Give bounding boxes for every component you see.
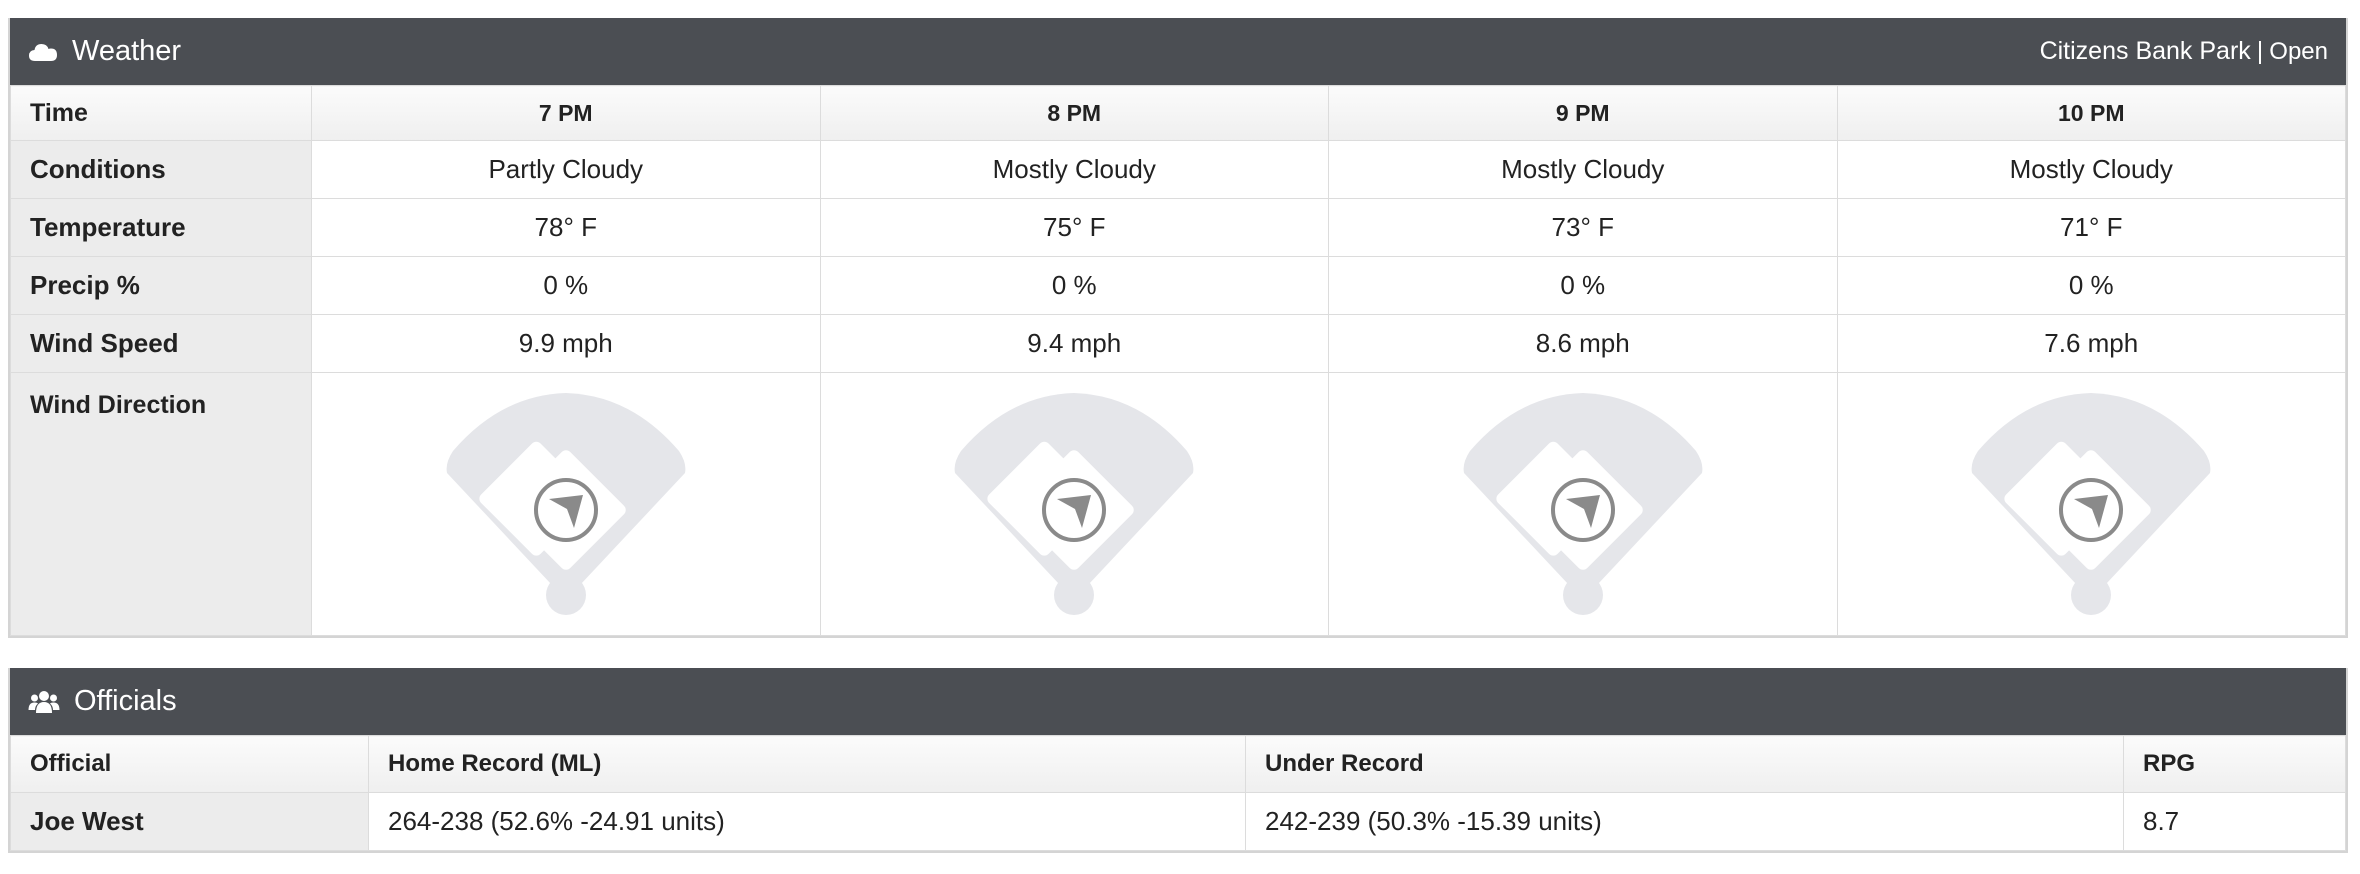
officials-panel: Officials Official Home Record (ML) Unde… <box>8 668 2348 853</box>
precip-cell: 0 % <box>819 256 1329 315</box>
officials-title-text: Officials <box>74 685 177 717</box>
wind-speed-cell: 9.9 mph <box>311 314 821 373</box>
temperature-cell: 71° F <box>1836 198 2346 257</box>
roof-status: Open <box>2269 38 2328 65</box>
weather-title: Weather <box>28 35 181 68</box>
under-record-cell: 242-239 (50.3% -15.39 units) <box>1245 792 2124 851</box>
conditions-row: Conditions Partly Cloudy Mostly Cloudy M… <box>10 140 2346 199</box>
conditions-cell: Mostly Cloudy <box>1836 140 2346 199</box>
hour-header: 9 PM <box>1328 85 1838 141</box>
precip-cell: 0 % <box>311 256 821 315</box>
home-record-cell: 264-238 (52.6% -24.91 units) <box>368 792 1246 851</box>
precip-row: Precip % 0 % 0 % 0 % 0 % <box>10 256 2346 315</box>
hour-header: 10 PM <box>1836 85 2346 141</box>
temperature-cell: 78° F <box>311 198 821 257</box>
temperature-label: Temperature <box>10 198 312 257</box>
wind-direction-cell <box>311 372 821 636</box>
cloud-icon <box>28 41 58 63</box>
weather-table: Time 7 PM 8 PM 9 PM 10 PM Conditions Par… <box>10 85 2346 636</box>
weather-panel: Weather Citizens Bank Park | Open Time 7 P… <box>8 18 2348 638</box>
column-header-home-record: Home Record (ML) <box>368 735 1246 793</box>
time-label: Time <box>10 85 312 141</box>
venue-name: Citizens Bank Park <box>2039 37 2251 65</box>
weather-title-text: Weather <box>72 35 182 67</box>
temperature-cell: 75° F <box>819 198 1329 257</box>
wind-direction-cell <box>1328 372 1838 636</box>
temperature-row: Temperature 78° F 75° F 73° F 71° F <box>10 198 2346 257</box>
wind-speed-cell: 7.6 mph <box>1836 314 2346 373</box>
temperature-cell: 73° F <box>1328 198 1838 257</box>
wind-speed-cell: 8.6 mph <box>1328 314 1838 373</box>
conditions-label: Conditions <box>10 140 312 199</box>
table-row: Joe West 264-238 (52.6% -24.91 units) 24… <box>10 792 2346 851</box>
wind-speed-row: Wind Speed 9.9 mph 9.4 mph 8.6 mph 7.6 m… <box>10 314 2346 373</box>
precip-cell: 0 % <box>1328 256 1838 315</box>
officials-table: Official Home Record (ML) Under Record R… <box>10 735 2346 851</box>
officials-title: Officials <box>28 685 177 718</box>
column-header-under-record: Under Record <box>1245 735 2124 793</box>
weather-header: Weather Citizens Bank Park | Open <box>10 18 2346 85</box>
column-header-rpg: RPG <box>2123 735 2346 793</box>
official-name: Joe West <box>10 792 369 851</box>
venue-info: Citizens Bank Park | Open <box>2040 37 2328 66</box>
rpg-cell: 8.7 <box>2123 792 2346 851</box>
column-header-official: Official <box>10 735 369 793</box>
hour-header: 7 PM <box>311 85 821 141</box>
hour-header: 8 PM <box>819 85 1329 141</box>
precip-cell: 0 % <box>1836 256 2346 315</box>
conditions-cell: Mostly Cloudy <box>819 140 1329 199</box>
venue-separator: | <box>2256 37 2264 65</box>
wind-direction-cell <box>819 372 1329 636</box>
time-row: Time 7 PM 8 PM 9 PM 10 PM <box>10 85 2346 141</box>
users-icon <box>28 689 60 715</box>
conditions-cell: Partly Cloudy <box>311 140 821 199</box>
conditions-cell: Mostly Cloudy <box>1328 140 1838 199</box>
wind-direction-row: Wind Direction <box>10 372 2346 636</box>
officials-header-row: Official Home Record (ML) Under Record R… <box>10 735 2346 793</box>
officials-header: Officials <box>10 668 2346 735</box>
wind-speed-label: Wind Speed <box>10 314 312 373</box>
wind-speed-cell: 9.4 mph <box>819 314 1329 373</box>
wind-direction-cell <box>1836 372 2346 636</box>
precip-label: Precip % <box>10 256 312 315</box>
wind-direction-label: Wind Direction <box>10 372 312 636</box>
